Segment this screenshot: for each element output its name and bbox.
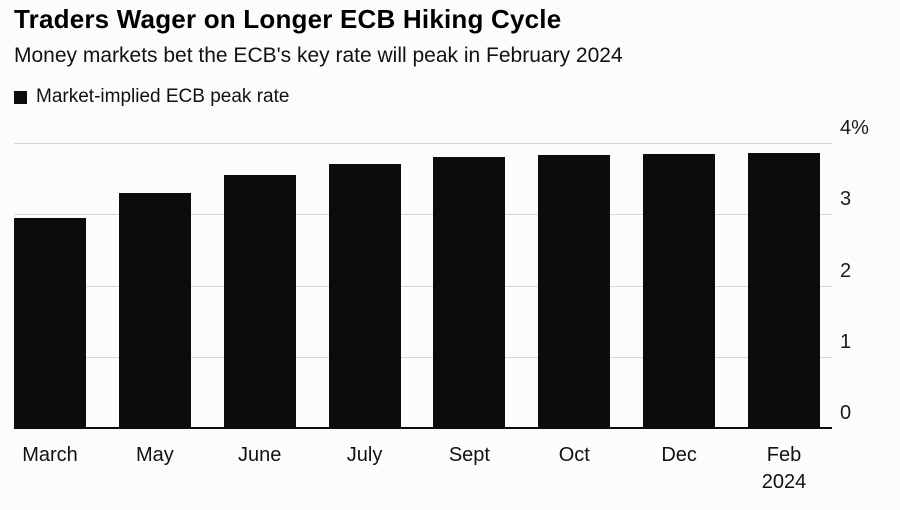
bar-may xyxy=(118,192,191,428)
y-tick-label: 0 xyxy=(840,402,852,424)
y-tick-label: 2 xyxy=(840,259,852,282)
y-tick-label: 3 xyxy=(840,188,852,211)
chart-subtitle: Money markets bet the ECB's key rate wil… xyxy=(14,44,623,67)
gridline xyxy=(14,356,832,358)
bar-march xyxy=(14,217,86,428)
bar-july xyxy=(328,164,401,428)
bar-feb xyxy=(748,152,820,428)
x-tick-label: Sept xyxy=(448,444,490,466)
x-axis-line xyxy=(14,427,832,429)
chart-title: Traders Wager on Longer ECB Hiking Cycle xyxy=(14,4,562,34)
x-tick-label: Oct xyxy=(558,444,590,466)
y-tick-label: 1 xyxy=(840,330,852,353)
bar-sept xyxy=(433,157,506,428)
legend-swatch-icon xyxy=(14,90,27,104)
y-tick-label: 4% xyxy=(840,117,869,139)
bar-june xyxy=(223,175,296,428)
x-tick-label: Feb 2024 xyxy=(761,444,807,493)
x-tick-label: March xyxy=(22,444,78,466)
bar-dec xyxy=(643,153,716,428)
gridline xyxy=(14,143,832,144)
x-tick-label: May xyxy=(135,444,174,466)
bar-oct xyxy=(538,155,611,428)
x-tick-label: July xyxy=(346,444,383,466)
legend-label: Market-implied ECB peak rate xyxy=(36,86,290,107)
chart-legend: Market-implied ECB peak rate xyxy=(14,86,289,108)
x-tick-label: June xyxy=(238,444,282,466)
gridline xyxy=(14,285,832,287)
x-tick-label: Dec xyxy=(661,444,697,466)
gridline xyxy=(14,214,832,216)
